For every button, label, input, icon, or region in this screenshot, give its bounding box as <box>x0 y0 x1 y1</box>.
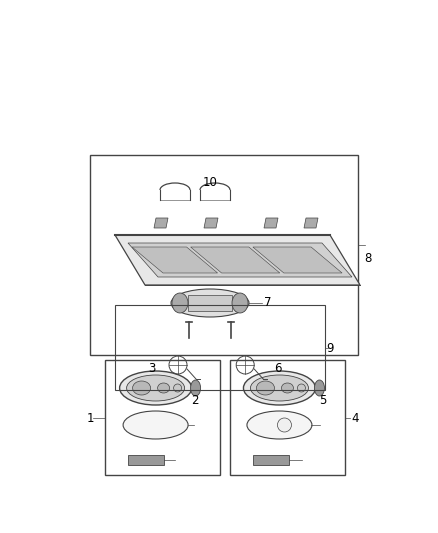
Ellipse shape <box>191 380 201 396</box>
Polygon shape <box>204 218 218 228</box>
Polygon shape <box>132 247 218 273</box>
Bar <box>230 360 345 475</box>
Ellipse shape <box>282 383 293 393</box>
Polygon shape <box>154 218 168 228</box>
Ellipse shape <box>171 289 249 317</box>
Ellipse shape <box>297 384 305 392</box>
Bar <box>254 455 290 465</box>
Bar <box>128 455 164 465</box>
Ellipse shape <box>251 375 308 401</box>
Text: 5: 5 <box>319 393 327 407</box>
Text: 7: 7 <box>264 296 272 310</box>
Bar <box>188 295 232 311</box>
Polygon shape <box>191 247 280 273</box>
Ellipse shape <box>314 380 325 396</box>
Ellipse shape <box>158 383 170 393</box>
Text: 1: 1 <box>86 411 94 424</box>
Ellipse shape <box>247 411 312 439</box>
Polygon shape <box>253 247 342 273</box>
Bar <box>105 360 220 475</box>
Text: 4: 4 <box>351 411 359 424</box>
Polygon shape <box>264 218 278 228</box>
Ellipse shape <box>123 411 188 439</box>
Text: 2: 2 <box>191 393 199 407</box>
Text: 8: 8 <box>364 252 372 264</box>
Ellipse shape <box>120 371 191 405</box>
Bar <box>90 155 358 355</box>
Text: 6: 6 <box>274 361 282 375</box>
Bar <box>115 305 325 390</box>
Ellipse shape <box>172 293 188 313</box>
Text: 3: 3 <box>148 361 155 375</box>
Ellipse shape <box>173 384 182 392</box>
Text: 9: 9 <box>326 342 334 354</box>
Polygon shape <box>304 218 318 228</box>
Ellipse shape <box>133 381 151 395</box>
Ellipse shape <box>127 375 184 401</box>
Ellipse shape <box>232 293 248 313</box>
Ellipse shape <box>244 371 315 405</box>
Ellipse shape <box>277 418 291 432</box>
Text: 10: 10 <box>202 176 217 190</box>
Polygon shape <box>115 235 360 285</box>
Polygon shape <box>128 243 352 277</box>
Ellipse shape <box>257 381 275 395</box>
